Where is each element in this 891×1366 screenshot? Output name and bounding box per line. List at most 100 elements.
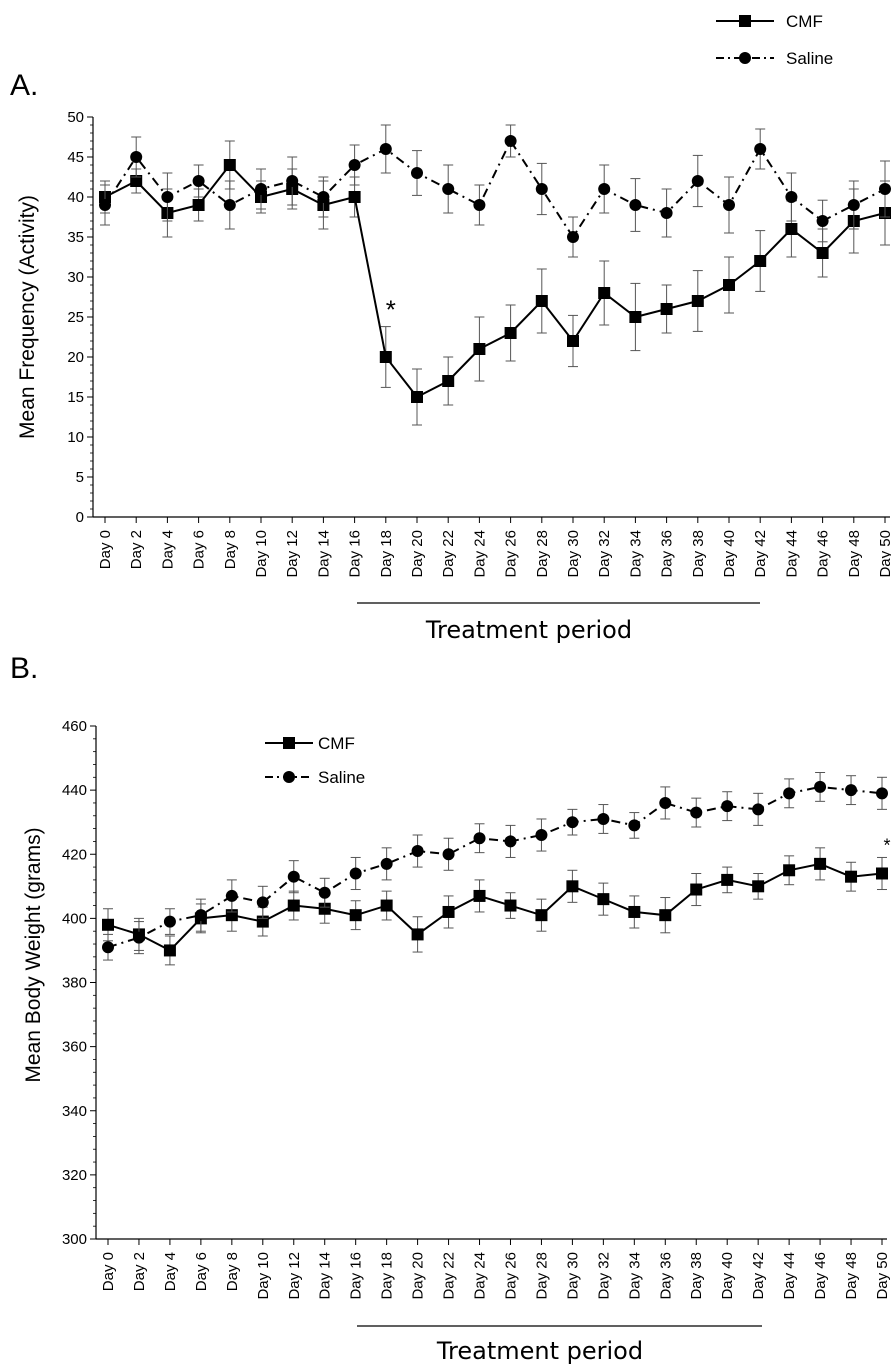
data-point-cmf <box>318 902 331 915</box>
legend-b-saline-label: Saline <box>318 768 365 787</box>
series-line-cmf <box>107 862 883 952</box>
data-point-cmf <box>754 255 767 267</box>
data-point-cmf <box>102 918 114 931</box>
data-point-cmf <box>348 191 361 203</box>
x-tick-label: Day 22 <box>441 1252 458 1300</box>
y-tick-label: 340 <box>62 1103 87 1120</box>
data-point-saline <box>816 215 829 227</box>
y-tick-label: 15 <box>67 389 84 406</box>
data-point-saline <box>411 167 423 179</box>
data-point-cmf <box>473 889 486 902</box>
x-tick-label: Day 32 <box>596 530 613 578</box>
data-point-saline <box>163 915 176 928</box>
x-tick-label: Day 2 <box>128 530 145 569</box>
data-point-saline <box>132 931 145 944</box>
data-point-cmf <box>814 857 827 870</box>
data-point-saline <box>504 835 517 848</box>
data-point-saline <box>879 183 891 195</box>
x-tick-label: Day 36 <box>657 1252 674 1300</box>
data-point-cmf <box>723 279 735 291</box>
data-point-saline <box>723 199 735 211</box>
legend-b-cmf-label: CMF <box>318 734 355 753</box>
x-tick-label: Day 12 <box>284 530 301 578</box>
panel-b-label: B. <box>10 652 38 685</box>
legend-b-cmf-marker <box>283 737 295 749</box>
data-point-saline <box>102 941 114 954</box>
panel-b-treatment-bracket: Treatment period <box>357 1325 762 1365</box>
data-point-saline <box>690 806 703 819</box>
x-tick-label: Day 10 <box>253 530 270 578</box>
y-tick-label: 300 <box>62 1231 87 1248</box>
data-point-saline <box>192 175 205 187</box>
y-tick-label: 50 <box>67 109 84 126</box>
x-tick-label: Day 22 <box>440 530 457 578</box>
data-point-saline <box>876 787 888 800</box>
x-tick-label: Day 16 <box>348 1252 365 1300</box>
data-point-saline <box>814 780 827 793</box>
x-tick-label: Day 44 <box>783 530 800 578</box>
data-point-cmf <box>721 873 734 886</box>
data-point-cmf <box>163 944 176 957</box>
series-line-saline <box>104 138 886 239</box>
x-tick-label: Day 40 <box>719 1252 736 1300</box>
y-tick-label: 45 <box>67 149 84 166</box>
data-point-saline <box>783 787 796 800</box>
x-tick-label: Day 48 <box>843 1252 860 1300</box>
x-tick-label: Day 16 <box>347 530 364 578</box>
data-point-saline <box>629 199 642 211</box>
data-point-cmf <box>411 928 424 941</box>
panel-a-label: A. <box>10 69 38 102</box>
data-point-cmf <box>816 247 829 259</box>
data-point-saline <box>194 909 207 922</box>
data-point-cmf <box>876 867 888 880</box>
data-point-cmf <box>380 899 393 912</box>
series-saline <box>102 771 888 961</box>
data-point-cmf <box>659 909 672 922</box>
data-point-cmf <box>442 905 455 918</box>
x-tick-label: Day 0 <box>97 530 114 569</box>
data-point-saline <box>535 829 548 842</box>
x-tick-label: Day 28 <box>533 1252 550 1300</box>
x-tick-label: Day 14 <box>315 530 332 578</box>
data-point-saline <box>785 191 798 203</box>
y-tick-label: 320 <box>62 1167 87 1184</box>
data-point-cmf <box>504 899 517 912</box>
panel-a-legend: CMF Saline <box>716 12 833 68</box>
data-point-saline <box>225 889 238 902</box>
x-tick-label: Day 30 <box>565 530 582 578</box>
x-tick-label: Day 32 <box>595 1252 612 1300</box>
data-point-saline <box>754 143 767 155</box>
data-point-saline <box>721 800 734 813</box>
x-tick-label: Day 26 <box>503 530 520 578</box>
series-saline <box>99 124 891 258</box>
data-point-cmf <box>691 295 704 307</box>
x-tick-label: Day 0 <box>100 1252 117 1291</box>
x-tick-label: Day 18 <box>378 530 395 578</box>
data-point-saline <box>473 832 486 845</box>
legend-saline-label: Saline <box>786 49 833 68</box>
data-point-saline <box>442 183 455 195</box>
legend-b-saline-marker <box>283 771 295 783</box>
x-tick-label: Day 10 <box>255 1252 272 1300</box>
data-point-cmf <box>783 864 796 877</box>
significance-asterisk: * <box>883 835 890 855</box>
x-tick-label: Day 46 <box>815 530 832 578</box>
data-point-saline <box>598 183 611 195</box>
x-tick-label: Day 42 <box>750 1252 767 1300</box>
x-tick-label: Day 20 <box>409 530 426 578</box>
data-point-saline <box>318 886 331 899</box>
x-tick-label: Day 24 <box>472 1252 489 1300</box>
y-tick-label: 10 <box>67 429 84 446</box>
y-tick-label: 20 <box>67 349 84 366</box>
data-point-saline <box>348 159 361 171</box>
y-tick-label: 440 <box>62 782 87 799</box>
data-point-saline <box>597 812 610 825</box>
data-point-cmf <box>785 223 798 235</box>
data-point-saline <box>535 183 548 195</box>
y-tick-label: 420 <box>62 846 87 863</box>
legend-saline-marker <box>739 52 751 64</box>
data-point-saline <box>566 816 579 829</box>
y-tick-label: 400 <box>62 910 87 927</box>
x-tick-label: Day 18 <box>379 1252 396 1300</box>
